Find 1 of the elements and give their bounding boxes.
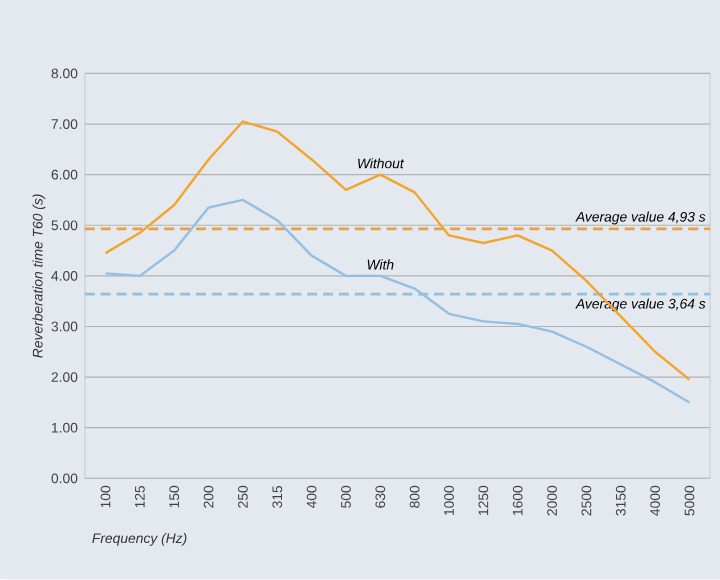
line-series <box>104 120 691 382</box>
